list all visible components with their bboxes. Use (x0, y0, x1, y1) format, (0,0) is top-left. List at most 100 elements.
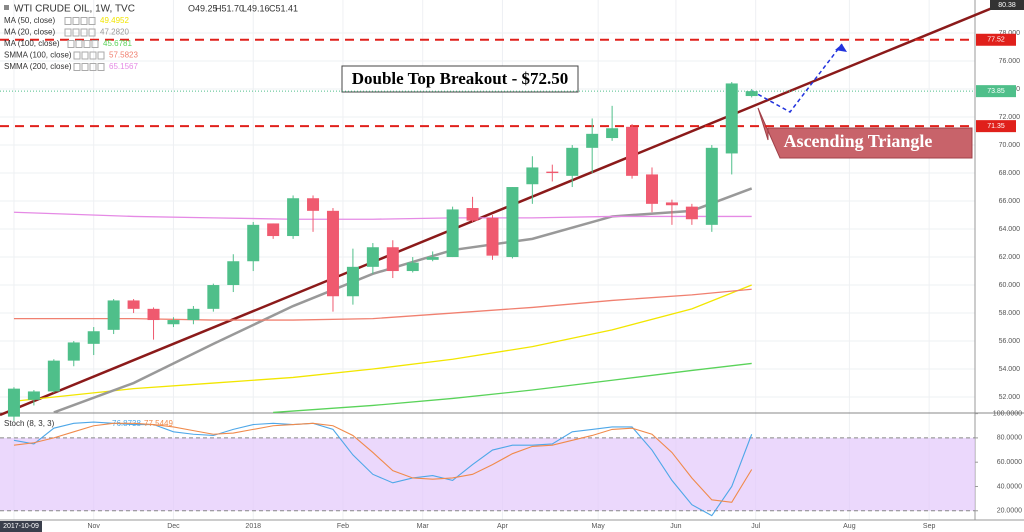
legend-name: MA (50, close) (4, 16, 55, 25)
date-badge (0, 521, 42, 532)
price-badge (976, 85, 1016, 98)
x-tick-label: Aug (843, 523, 856, 530)
price-badge-label: 80.38 (998, 2, 1016, 9)
candle-body (7, 388, 20, 417)
price-badge-label: 73.85 (987, 88, 1005, 95)
candle-body (426, 257, 439, 260)
legend-button[interactable] (81, 51, 89, 60)
legend-button[interactable] (80, 28, 88, 37)
legend-button[interactable] (64, 28, 72, 37)
y-tick-label: 62.000 (999, 254, 1021, 261)
candle-body (626, 126, 639, 176)
legend-button[interactable] (80, 17, 88, 25)
price-badge (976, 120, 1016, 133)
stoch-line (13, 422, 753, 503)
x-tick-label: Jun (670, 523, 681, 530)
candle-body (167, 320, 180, 325)
legend-button[interactable] (64, 17, 72, 25)
candle-body (287, 198, 300, 237)
price-badge-label: 71.35 (987, 123, 1005, 130)
x-tick-label: 2017-10-09 (3, 523, 39, 530)
y-tick-label: 78.000 (999, 30, 1021, 37)
candle-body (506, 187, 519, 258)
y-tick-label: 100.0000 (993, 410, 1022, 417)
price-badge-label: 77.52 (987, 37, 1005, 44)
legend-name: MA (20, close) (4, 28, 55, 37)
legend-button[interactable] (83, 40, 91, 48)
legend-button[interactable] (97, 63, 105, 71)
y-tick-label: 52.000 (999, 394, 1021, 401)
legend-button[interactable] (73, 51, 81, 60)
candle-body (665, 202, 678, 206)
price-badge (990, 0, 1024, 10)
ohlc-value: L49.16 (242, 3, 270, 13)
legend-button[interactable] (88, 28, 96, 37)
annotation: Ascending Triangle (784, 131, 933, 151)
x-tick-label: Feb (337, 523, 349, 530)
y-tick-label: 40.0000 (997, 483, 1022, 490)
legend-value: 57.5823 (109, 51, 138, 60)
legend-name: MA (100, close) (4, 39, 60, 48)
x-tick-label: Sep (923, 523, 936, 530)
annotation-box (341, 65, 579, 93)
candle-body (247, 224, 260, 262)
stoch-legend-value: 77.5449 (144, 419, 173, 428)
legend-button[interactable] (72, 28, 80, 37)
y-tick-label: 72.000 (999, 114, 1021, 121)
candle-body (685, 206, 698, 220)
x-tick-label: Nov (87, 523, 100, 530)
y-tick-label: 68.000 (999, 170, 1021, 177)
y-tick-label: 56.000 (999, 338, 1021, 345)
legend-value: 65.1567 (109, 62, 138, 71)
symbol-title[interactable]: WTI CRUDE OIL, 1W, TVC (14, 4, 135, 15)
legend-button[interactable] (81, 63, 89, 71)
y-tick-label: 76.000 (999, 58, 1021, 65)
legend-button[interactable] (73, 63, 81, 71)
candle-body (227, 261, 240, 286)
candle-body (187, 308, 200, 321)
candle-body (705, 147, 718, 225)
annotation: Double Top Breakout - $72.50 (352, 69, 568, 88)
stoch-line (13, 421, 753, 517)
legend-button[interactable] (67, 40, 75, 48)
legend-button[interactable] (72, 17, 80, 25)
projection-arrow (751, 43, 843, 113)
legend-button[interactable] (91, 40, 99, 48)
candle-body (586, 133, 599, 148)
legend-name: SMMA (200, close) (4, 62, 72, 71)
y-tick-label: 64.000 (999, 226, 1021, 233)
candle-body (267, 223, 280, 237)
y-tick-label: 54.000 (999, 366, 1021, 373)
indicator-line (13, 211, 752, 220)
legend-button[interactable] (75, 40, 83, 48)
legend-button[interactable] (89, 63, 97, 71)
candle-body (87, 331, 100, 344)
y-tick-label: 60.0000 (997, 459, 1022, 466)
candle-body (406, 262, 419, 272)
indicator-line (13, 284, 752, 402)
candle-body (725, 83, 738, 154)
stoch-band (0, 437, 975, 511)
candle-body (486, 217, 499, 256)
x-tick-label: Mar (417, 523, 430, 530)
x-tick-label: 2018 (245, 523, 261, 530)
legend-button[interactable] (89, 51, 97, 60)
candle-body (47, 360, 60, 392)
legend-button[interactable] (88, 17, 96, 25)
candle-body (127, 300, 140, 309)
y-tick-label: 58.000 (999, 310, 1021, 317)
candle-body (147, 308, 160, 321)
x-tick-label: Apr (497, 523, 509, 530)
ohlc-value: H51.70 (215, 3, 244, 13)
y-tick-label: 70.000 (999, 142, 1021, 149)
candle-body (207, 285, 220, 309)
legend-value: 45.6781 (103, 39, 132, 48)
legend-value: 47.2820 (100, 28, 129, 37)
candle-body (307, 198, 320, 211)
price-badge (976, 33, 1016, 46)
candle-body (566, 147, 579, 176)
legend-button[interactable] (97, 51, 105, 60)
annotation-callout (757, 107, 973, 159)
